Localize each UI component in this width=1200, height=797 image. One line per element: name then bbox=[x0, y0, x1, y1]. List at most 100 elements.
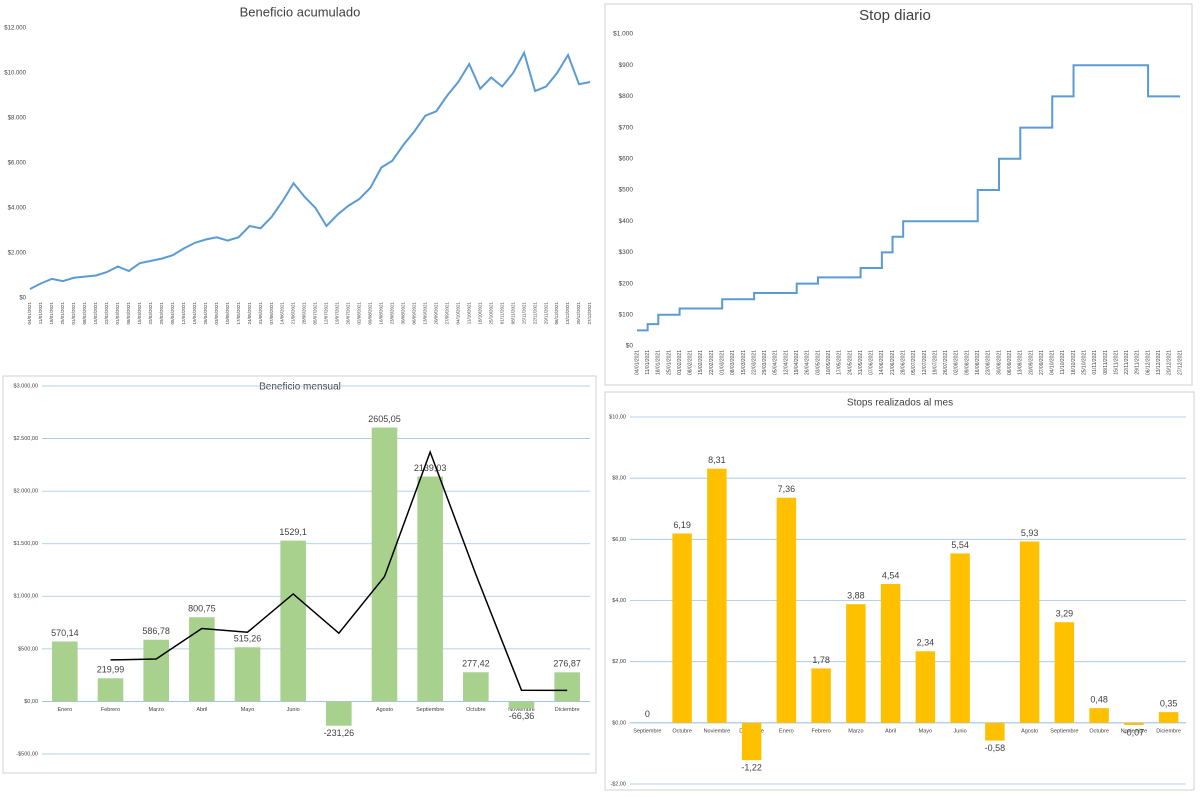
bar bbox=[776, 497, 797, 723]
x-tick-label: Mayo bbox=[919, 728, 932, 734]
y-tick-label: $8.000 bbox=[8, 116, 27, 122]
x-tick-label: Enero bbox=[779, 728, 794, 734]
chart-title: Beneficio mensual bbox=[259, 382, 341, 393]
bar bbox=[417, 476, 443, 702]
x-tick-label: 26/07/2021 bbox=[346, 302, 351, 325]
x-tick-label: Diciembre bbox=[1156, 728, 1181, 734]
bar bbox=[741, 722, 762, 761]
y-tick-label: $12.000 bbox=[4, 26, 26, 32]
x-tick-label: 21/06/2021 bbox=[291, 302, 296, 325]
x-tick-label: 01/03/2021 bbox=[720, 350, 726, 375]
y-tick-label: $900 bbox=[619, 62, 634, 69]
x-tick-label: 07/06/2021 bbox=[269, 302, 274, 325]
x-tick-label: 19/04/2021 bbox=[794, 350, 800, 375]
x-tick-label: 02/08/2021 bbox=[954, 350, 960, 375]
bar bbox=[554, 672, 580, 702]
y-tick-label: $0 bbox=[19, 296, 26, 302]
x-tick-label: Mayo bbox=[241, 707, 254, 713]
bar bbox=[463, 672, 489, 702]
value-label: 0,35 bbox=[1160, 699, 1178, 709]
y-tick-label: $300 bbox=[619, 249, 634, 256]
value-label: 1529,1 bbox=[279, 527, 307, 537]
x-tick-label: 12/04/2021 bbox=[783, 350, 789, 375]
chart-title: Beneficio acumulado bbox=[240, 4, 361, 19]
value-label: 2605,05 bbox=[368, 414, 401, 424]
value-label: 3,88 bbox=[847, 591, 865, 601]
x-tick-label: 13/09/2021 bbox=[1018, 350, 1024, 375]
x-tick-label: 22/11/2021 bbox=[532, 302, 537, 325]
y-tick-label: $500,00 bbox=[18, 646, 38, 652]
value-label: 4,54 bbox=[882, 570, 900, 580]
x-tick-label: 19/04/2021 bbox=[192, 302, 197, 325]
y-tick-label: $800 bbox=[619, 93, 634, 100]
bar bbox=[1089, 708, 1109, 723]
x-tick-label: 01/02/2021 bbox=[677, 350, 683, 375]
x-tick-label: Septiembre bbox=[416, 707, 444, 713]
x-tick-label: 28/06/2021 bbox=[901, 350, 907, 375]
x-tick-label: 04/01/2021 bbox=[27, 302, 32, 325]
x-tick-label: Diciembre bbox=[555, 707, 580, 713]
value-label: 800,75 bbox=[188, 604, 216, 614]
x-tick-label: 15/03/2021 bbox=[741, 350, 747, 375]
x-tick-label: 27/09/2021 bbox=[444, 302, 449, 325]
y-tick-label: $700 bbox=[619, 124, 634, 131]
x-tick-label: 18/10/2021 bbox=[1071, 350, 1077, 375]
y-tick-label: $6.000 bbox=[8, 161, 27, 167]
x-tick-label: 26/07/2021 bbox=[943, 350, 949, 375]
x-tick-label: Marzo bbox=[848, 728, 863, 734]
y-tick-label: $10.000 bbox=[4, 71, 26, 77]
bar bbox=[371, 427, 398, 702]
x-tick-label: Septiembre bbox=[633, 728, 661, 734]
x-tick-label: 15/02/2021 bbox=[93, 302, 98, 325]
bar bbox=[1124, 722, 1144, 725]
x-tick-label: Junio bbox=[954, 728, 967, 734]
x-tick-label: Junio bbox=[287, 707, 300, 713]
x-tick-label: 12/04/2021 bbox=[181, 302, 186, 325]
panel-border bbox=[604, 3, 1193, 386]
x-tick-label: 03/05/2021 bbox=[214, 302, 219, 325]
x-tick-label: 08/02/2021 bbox=[688, 350, 694, 375]
x-tick-label: 22/03/2021 bbox=[751, 350, 757, 375]
x-tick-label: Abril bbox=[885, 728, 896, 734]
x-tick-label: 11/01/2021 bbox=[645, 350, 651, 375]
bar bbox=[672, 533, 692, 723]
data-line bbox=[29, 50, 591, 290]
x-tick-label: 01/11/2021 bbox=[499, 302, 504, 325]
bar bbox=[811, 668, 831, 723]
bar bbox=[508, 701, 535, 709]
x-tick-label: 05/04/2021 bbox=[773, 350, 779, 375]
x-tick-label: 01/03/2021 bbox=[115, 302, 120, 325]
bar bbox=[97, 678, 124, 702]
x-tick-label: 15/11/2021 bbox=[1113, 350, 1119, 375]
x-tick-label: 25/01/2021 bbox=[666, 350, 672, 375]
x-tick-label: 21/06/2021 bbox=[890, 350, 896, 375]
x-tick-label: 29/03/2021 bbox=[762, 350, 768, 375]
x-tick-label: 18/01/2021 bbox=[49, 302, 54, 325]
bar bbox=[234, 647, 261, 702]
value-label: -0,58 bbox=[985, 743, 1006, 753]
value-label: 3,29 bbox=[1056, 609, 1074, 619]
y-tick-label: -$500,00 bbox=[16, 751, 38, 757]
x-tick-label: Abril bbox=[196, 707, 207, 713]
x-tick-label: 27/12/2021 bbox=[587, 302, 592, 325]
value-label: -0,07 bbox=[1124, 727, 1145, 737]
bar bbox=[846, 604, 866, 723]
x-tick-label: 12/07/2021 bbox=[922, 350, 928, 375]
value-label: 586,78 bbox=[142, 626, 170, 636]
chart-title: Stop diario bbox=[859, 7, 931, 24]
x-tick-label: 29/11/2021 bbox=[1135, 350, 1141, 375]
bar bbox=[950, 553, 970, 723]
bar bbox=[1019, 541, 1040, 723]
bar bbox=[1054, 622, 1075, 723]
y-tick-label: $200 bbox=[619, 280, 634, 287]
x-tick-label: 18/10/2021 bbox=[477, 302, 482, 325]
x-tick-label: 22/02/2021 bbox=[104, 302, 109, 325]
x-tick-label: 23/08/2021 bbox=[390, 302, 395, 325]
bar bbox=[707, 468, 727, 723]
y-tick-label: $4,00 bbox=[612, 598, 626, 604]
x-tick-label: 06/09/2021 bbox=[412, 302, 417, 325]
x-tick-label: 19/07/2021 bbox=[932, 350, 938, 375]
x-tick-label: 02/08/2021 bbox=[357, 302, 362, 325]
x-tick-label: Noviembre bbox=[1121, 728, 1148, 734]
x-tick-label: 10/05/2021 bbox=[826, 350, 832, 375]
